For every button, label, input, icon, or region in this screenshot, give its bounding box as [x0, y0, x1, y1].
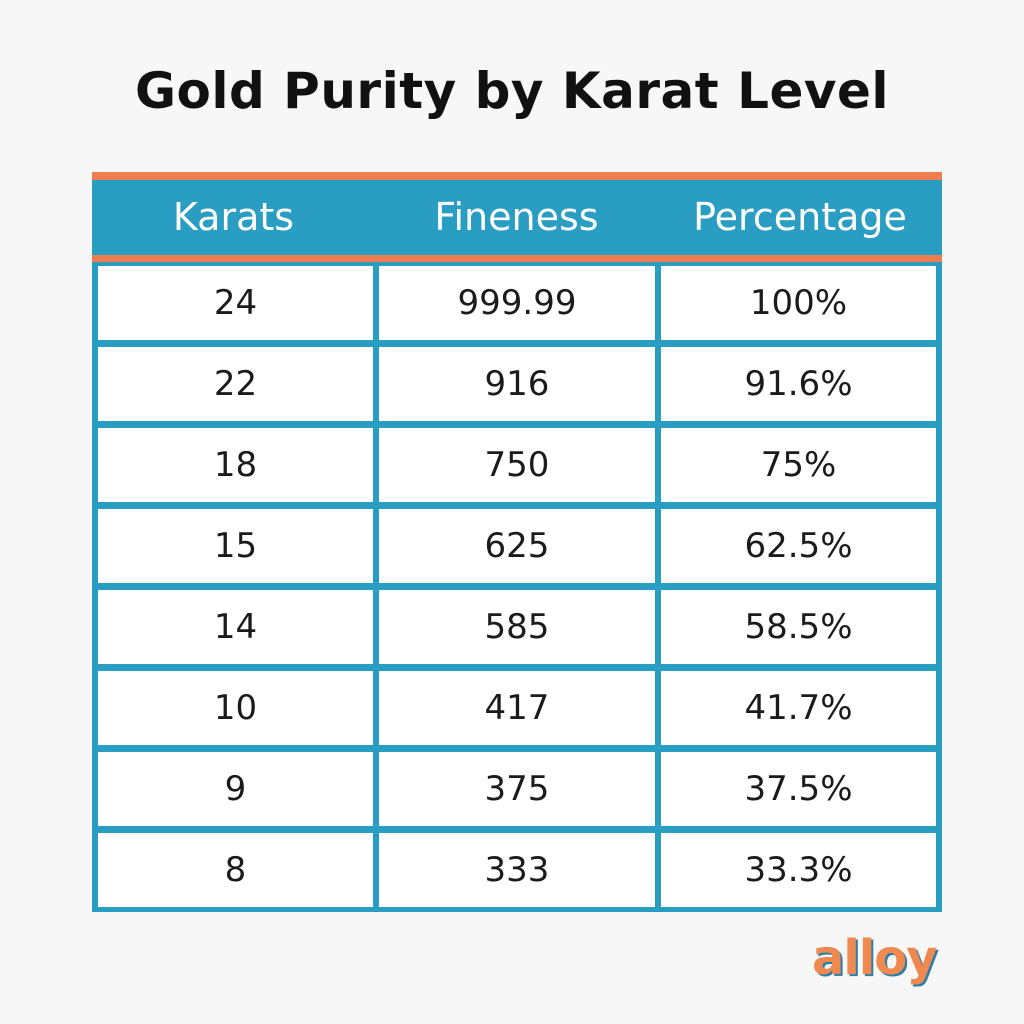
- cell-fineness: 625: [379, 509, 655, 583]
- cell-karats: 8: [98, 833, 373, 907]
- cell-fineness: 585: [379, 590, 655, 664]
- cell-percentage: 91.6%: [661, 347, 936, 421]
- cell-percentage: 75%: [661, 428, 936, 502]
- table-body: 24 999.99 100% 22 916 91.6% 18 750 75% 1…: [92, 262, 942, 912]
- table-row: 18 750 75%: [92, 424, 942, 505]
- header-karats: Karats: [172, 195, 295, 239]
- cell-karats: 22: [98, 347, 373, 421]
- table-header: Karats Fineness Percentage: [92, 180, 942, 255]
- cell-fineness: 375: [379, 752, 655, 826]
- cell-fineness: 916: [379, 347, 655, 421]
- cell-karats: 9: [98, 752, 373, 826]
- cell-karats: 15: [98, 509, 373, 583]
- cell-fineness: 999.99: [379, 266, 655, 340]
- cell-percentage: 58.5%: [661, 590, 936, 664]
- header-percentage: Percentage: [693, 195, 907, 239]
- purity-table: Karats Fineness Percentage 24 999.99 100…: [92, 172, 942, 912]
- table-row: 9 375 37.5%: [92, 748, 942, 829]
- table-row: 8 333 33.3%: [92, 829, 942, 910]
- cell-percentage: 62.5%: [661, 509, 936, 583]
- table-row: 24 999.99 100%: [92, 262, 942, 343]
- table-row: 10 417 41.7%: [92, 667, 942, 748]
- cell-fineness: 750: [379, 428, 655, 502]
- cell-karats: 24: [98, 266, 373, 340]
- header-fineness: Fineness: [434, 195, 599, 239]
- header-top-accent: [92, 172, 942, 180]
- cell-fineness: 333: [379, 833, 655, 907]
- cell-karats: 14: [98, 590, 373, 664]
- alloy-logo: alloy: [812, 930, 938, 986]
- cell-karats: 18: [98, 428, 373, 502]
- cell-fineness: 417: [379, 671, 655, 745]
- header-bottom-accent: [92, 255, 942, 262]
- cell-percentage: 37.5%: [661, 752, 936, 826]
- cell-karats: 10: [98, 671, 373, 745]
- table-row: 22 916 91.6%: [92, 343, 942, 424]
- cell-percentage: 33.3%: [661, 833, 936, 907]
- page-title: Gold Purity by Karat Level: [134, 62, 890, 120]
- cell-percentage: 100%: [661, 266, 936, 340]
- table-row: 14 585 58.5%: [92, 586, 942, 667]
- table-row: 15 625 62.5%: [92, 505, 942, 586]
- cell-percentage: 41.7%: [661, 671, 936, 745]
